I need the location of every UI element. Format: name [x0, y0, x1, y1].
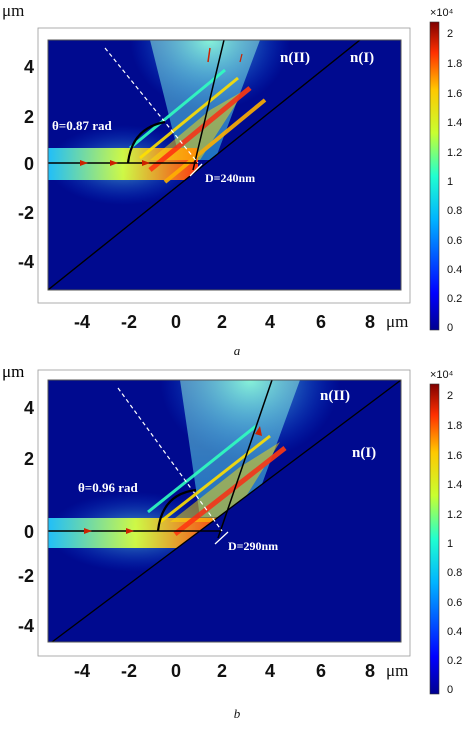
n1-label-b: n(I) [352, 445, 376, 461]
y-tick: 2 [24, 449, 34, 469]
colorbar-tick: 2 [447, 28, 453, 40]
theta-label-a: θ=0.87 rad [52, 118, 112, 133]
x-tick: -4 [74, 661, 90, 681]
colorbar-exponent: ×10⁴ [430, 369, 454, 381]
colorbar-tick: 1 [447, 538, 453, 550]
colorbar-tick: 1.6 [447, 88, 462, 100]
colorbar-tick: 1.2 [447, 509, 462, 521]
colorbar-tick: 0.4 [447, 626, 462, 638]
figure-panel-a: n(II) n(I) θ=0.87 rad D=240nm μm μm 4 2 … [0, 0, 474, 362]
colorbar-tick: 0.2 [447, 293, 462, 305]
caption-a: a [233, 343, 241, 358]
colorbar-tick: 0.2 [447, 655, 462, 667]
x-unit-b: μm [386, 661, 408, 680]
colorbar-tick: 0.4 [447, 264, 462, 276]
colorbar-exponent: ×10⁴ [430, 7, 454, 19]
x-tick: 8 [365, 312, 375, 332]
x-tick: 6 [316, 661, 326, 681]
normal-line-a [104, 47, 199, 164]
normal-line-b [117, 387, 223, 532]
n2-label-b: n(II) [320, 388, 350, 404]
colorbar-tick: 0 [447, 322, 453, 334]
x-unit-a: μm [386, 312, 408, 331]
colorbar-tick: 1.4 [447, 479, 462, 491]
colorbar-tick: 1.2 [447, 147, 462, 159]
x-tick: 4 [265, 312, 275, 332]
x-tick: 2 [217, 312, 227, 332]
d-label-b: D=290nm [228, 539, 278, 553]
refracted-ray-b [217, 380, 273, 539]
x-ticks-b: -4 -2 0 2 4 6 8 [74, 661, 375, 681]
figure-panel-b: n(II) n(I) θ=0.96 rad D=290nm μm 4 2 0 -… [0, 362, 474, 724]
n1-label-a: n(I) [350, 50, 374, 66]
x-tick: 2 [217, 661, 227, 681]
colorbar-tick: 1.6 [447, 450, 462, 462]
colorbar-tick: 0 [447, 684, 453, 696]
refracted-ray-a [192, 40, 225, 171]
angle-arc-a [126, 120, 166, 164]
colorbar-a: ×10⁴ 2 1.8 1.6 1.4 1.2 1 0.8 0.6 0.4 0.2… [429, 7, 462, 334]
y-tick: -4 [18, 616, 34, 636]
y-tick: 4 [24, 398, 34, 418]
colorbar-tick: 1 [447, 176, 453, 188]
y-tick: -2 [18, 203, 34, 223]
y-tick: 0 [24, 154, 34, 174]
y-unit-b-label: μm [2, 362, 25, 381]
colorbar-tick: 0.6 [447, 235, 462, 247]
colorbar-tick: 1.4 [447, 117, 462, 129]
y-ticks-b: 4 2 0 -2 -4 [18, 398, 34, 636]
field-plot-b: n(II) n(I) θ=0.96 rad D=290nm μm 4 2 0 -… [18, 369, 462, 696]
colorbar-tick: 1.8 [447, 420, 462, 432]
theta-label-b: θ=0.96 rad [78, 480, 138, 495]
y-ticks-a: 4 2 0 -2 -4 [18, 57, 34, 272]
x-ticks-a: -4 -2 0 2 4 6 8 [74, 312, 375, 332]
x-tick: 0 [171, 312, 181, 332]
field-map-b [48, 380, 401, 642]
y-tick: 2 [24, 107, 34, 127]
y-tick: 4 [24, 57, 34, 77]
x-tick: -2 [121, 661, 137, 681]
x-tick: 6 [316, 312, 326, 332]
angle-arc-b [156, 488, 197, 532]
x-tick: 8 [365, 661, 375, 681]
y-tick: 0 [24, 522, 34, 542]
colorbar-tick: 0.8 [447, 567, 462, 579]
colorbar-tick: 0.8 [447, 205, 462, 217]
d-label-a: D=240nm [205, 171, 255, 185]
x-tick: -4 [74, 312, 90, 332]
field-plot-a: n(II) n(I) θ=0.87 rad D=240nm μm μm 4 2 … [2, 1, 462, 334]
y-tick: -4 [18, 252, 34, 272]
x-tick: -2 [121, 312, 137, 332]
y-tick: -2 [18, 566, 34, 586]
caption-b: b [233, 706, 241, 721]
colorbar-tick: 0.6 [447, 597, 462, 609]
n2-label-a: n(II) [280, 50, 310, 66]
field-map-a [48, 40, 401, 290]
x-tick: 4 [265, 661, 275, 681]
colorbar-tick: 1.8 [447, 58, 462, 70]
x-tick: 0 [171, 661, 181, 681]
y-unit-a: μm [2, 1, 24, 20]
colorbar-b: ×10⁴ 2 1.8 1.6 1.4 1.2 1 0.8 0.6 0.4 0.2… [429, 369, 462, 696]
colorbar-tick: 2 [447, 390, 453, 402]
